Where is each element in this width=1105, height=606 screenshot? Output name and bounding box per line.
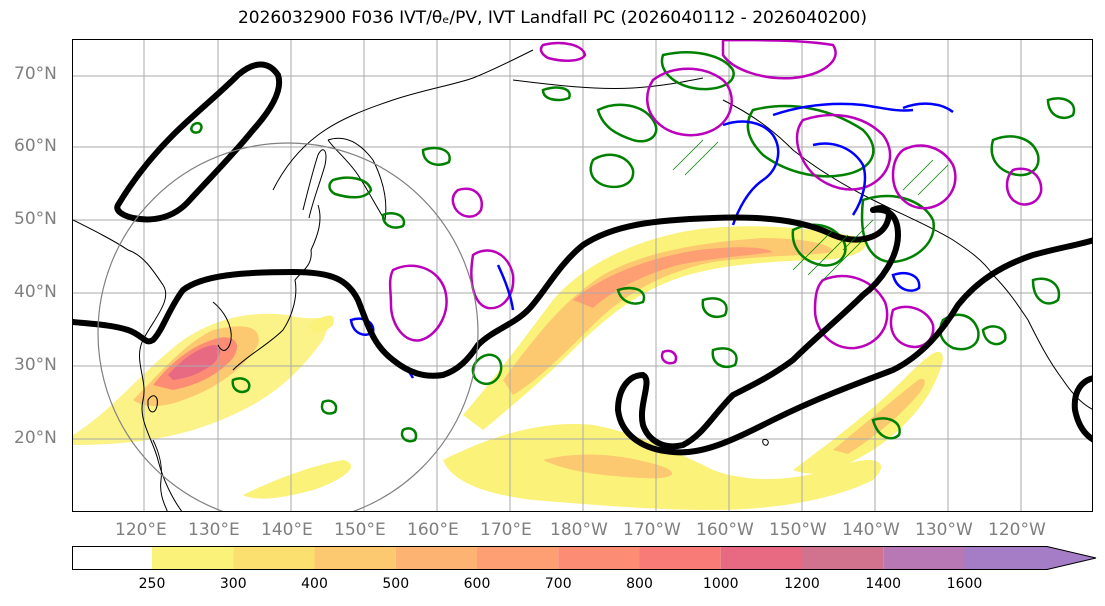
theta-e-se: [1071, 375, 1092, 443]
lon-label-130e: 130°E: [188, 520, 240, 540]
pv-contours-blue: [349, 102, 954, 379]
ivt-core-west-3: [168, 345, 221, 380]
chart-title: 2026032900 F036 IVT/θₑ/PV, IVT Landfall …: [237, 8, 868, 28]
lat-label-40: 40°N: [14, 282, 57, 302]
colorbar-segment: [802, 546, 884, 570]
colorbar-segments: [72, 546, 1096, 570]
colorbar-tick-label: 800: [626, 576, 653, 592]
lat-label-20: 20°N: [14, 428, 57, 448]
lon-label-140w: 140°W: [842, 520, 900, 540]
coast-philippines: [152, 439, 168, 511]
colorbar-segment: [558, 546, 640, 570]
colorbar-segment: [395, 546, 477, 570]
lat-label-70: 70°N: [14, 64, 57, 84]
lon-label-160e: 160°E: [407, 520, 459, 540]
coast-hawaii: [762, 439, 769, 446]
colorbar-tick-label: 400: [301, 576, 328, 592]
lat-label-60: 60°N: [14, 136, 57, 156]
landfall-hatch: [672, 139, 949, 281]
coast-japan: [232, 204, 321, 371]
coastlines: [73, 49, 1092, 511]
colorbar-tick-label: 1000: [702, 576, 739, 592]
ivt-band-east: [793, 351, 943, 474]
coast-sakhalin: [302, 149, 327, 219]
theta-e-contour: [73, 61, 1092, 456]
coast-siberia: [272, 49, 534, 191]
colorbar-tick-label: 1200: [784, 576, 820, 592]
coast-aleutians: [512, 77, 704, 89]
lon-label-130w: 130°W: [915, 520, 973, 540]
coast-korea: [212, 301, 232, 351]
ivt-plume-central-3: [573, 247, 773, 308]
lat-label-30: 30°N: [14, 355, 57, 375]
lat-label-50: 50°N: [14, 209, 57, 229]
pv-contours-green: [190, 51, 1076, 443]
lon-label-170w: 170°W: [623, 520, 681, 540]
lon-label-160w: 160°W: [696, 520, 754, 540]
lon-label-180w: 180°W: [550, 520, 608, 540]
graticule: [73, 40, 1092, 511]
colorbar-tick-label: 600: [463, 576, 491, 592]
colorbar-tick-label: 1400: [865, 576, 902, 592]
colorbar-segment: [964, 546, 1096, 570]
colorbar-tick-label: 1600: [946, 576, 983, 592]
colorbar-segment: [314, 546, 396, 570]
theta-e-north-loop: [114, 61, 283, 223]
colorbar-segment: [883, 546, 965, 570]
colorbar-tick-label: 700: [544, 576, 572, 592]
ivt-band-south-2: [543, 454, 673, 479]
colorbar-tick-label: 500: [382, 576, 410, 592]
theta-e-main: [73, 205, 892, 379]
ivt-shading: [73, 226, 943, 510]
ivt-blob-mid: [308, 315, 334, 333]
colorbar-segment: [152, 546, 234, 570]
lon-label-170e: 170°E: [480, 520, 532, 540]
theta-e-east: [614, 206, 1092, 456]
coast-alaska: [722, 99, 994, 276]
lon-label-120w: 120°W: [988, 520, 1046, 540]
colorbar-segment: [477, 546, 559, 570]
lon-label-150w: 150°W: [769, 520, 827, 540]
colorbar-tick-label: 300: [219, 576, 247, 592]
ivt-blob-south: [243, 460, 352, 499]
colorbar-segment: [72, 546, 152, 570]
lon-label-120e: 120°E: [115, 520, 167, 540]
range-circle: [97, 142, 479, 511]
lon-label-140e: 140°E: [261, 520, 313, 540]
colorbar-segment: [233, 546, 315, 570]
colorbar-segment: [639, 546, 721, 570]
colorbar: [72, 546, 1097, 570]
map-canvas: [73, 40, 1092, 511]
coast-taiwan: [147, 395, 158, 413]
map-panel: [72, 39, 1093, 512]
colorbar-outline: [72, 546, 1097, 570]
ivt-band-east-2: [833, 378, 925, 454]
colorbar-tick-label: 250: [138, 576, 166, 592]
colorbar-segment: [720, 546, 802, 570]
lon-label-150e: 150°E: [334, 520, 386, 540]
